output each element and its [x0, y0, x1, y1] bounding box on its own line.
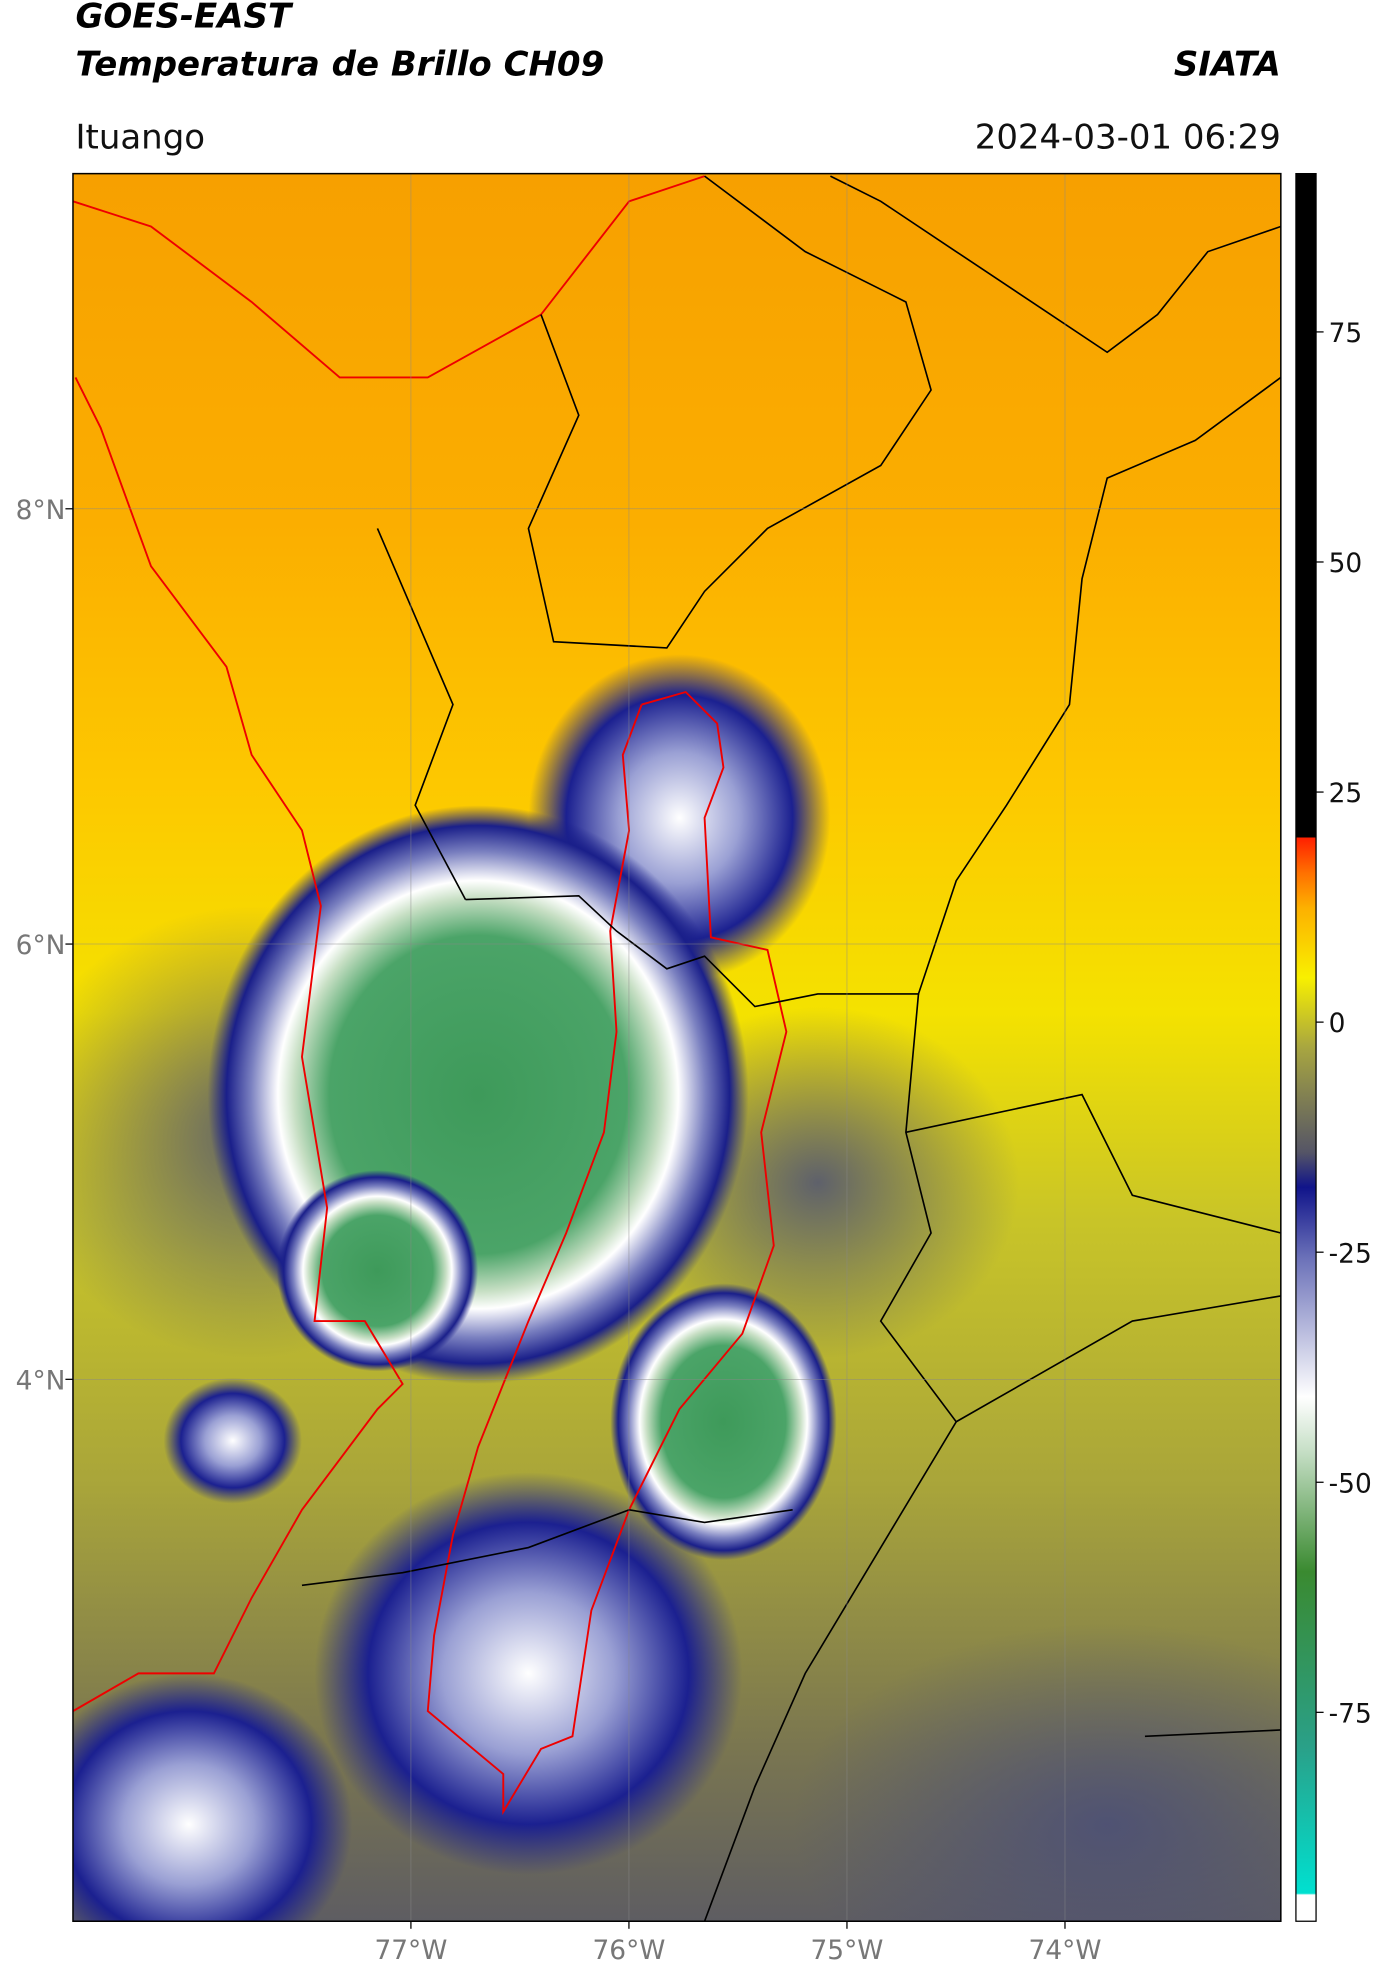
colorbar-tick-label: 50 — [1329, 548, 1363, 579]
x-tick-label: 77°W — [374, 1935, 447, 1966]
colorbar-tick-label: -25 — [1329, 1238, 1372, 1269]
boundary — [301, 1508, 793, 1587]
region-outline — [426, 690, 788, 1816]
y-tick-label: 4°N — [16, 1365, 66, 1396]
boundary — [830, 175, 1281, 354]
graticule — [72, 173, 1281, 1922]
colorbar-tick-label: 75 — [1329, 318, 1363, 349]
colorbar-tick-label: -75 — [1329, 1698, 1372, 1729]
location: Ituango — [75, 117, 205, 157]
cloud-field — [72, 1673, 353, 1922]
colorbar — [1295, 172, 1317, 1922]
colorbar-tick-label: -50 — [1329, 1468, 1372, 1499]
cloud-field — [314, 1472, 743, 1875]
boundary — [527, 175, 932, 649]
title: GOES-EAST — [75, 0, 293, 37]
map-frame — [72, 172, 1282, 1922]
datetime: 2024-03-01 06:29 — [975, 117, 1281, 157]
x-tick-label: 76°W — [592, 1935, 665, 1966]
cloud-field — [792, 1623, 1281, 1922]
source: SIATA — [1174, 44, 1281, 84]
y-tick-label: 6°N — [16, 930, 66, 961]
boundary — [376, 528, 467, 900]
convective-core — [610, 1283, 837, 1561]
x-tick-label: 74°W — [1029, 1935, 1102, 1966]
map-image — [72, 173, 1281, 1922]
boundary — [1144, 1729, 1281, 1738]
subtitle: Temperatura de Brillo CH09 — [75, 44, 604, 84]
y-tick-label: 8°N — [16, 495, 66, 526]
convective-core — [163, 1377, 302, 1504]
colorbar-tick-label: 0 — [1329, 1008, 1346, 1039]
boundary — [905, 1093, 1281, 1234]
colorbar-tick-label: 25 — [1329, 778, 1363, 809]
coastline — [72, 377, 404, 1712]
x-tick-label: 75°W — [810, 1935, 883, 1966]
coastline — [72, 175, 705, 379]
boundary — [955, 1295, 1281, 1423]
